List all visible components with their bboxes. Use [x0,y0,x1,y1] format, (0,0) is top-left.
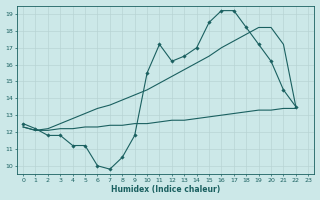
X-axis label: Humidex (Indice chaleur): Humidex (Indice chaleur) [111,185,220,194]
